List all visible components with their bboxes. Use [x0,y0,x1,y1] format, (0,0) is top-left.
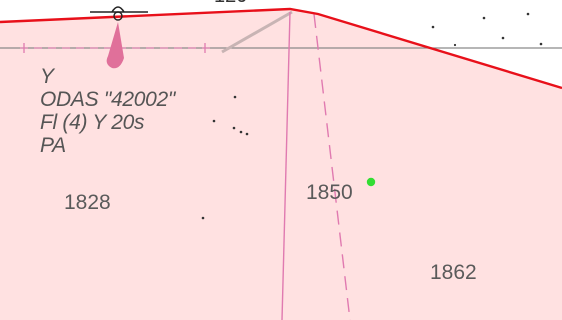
position-marker[interactable] [366,177,376,187]
route-line-dashed [313,13,351,320]
area-boundary-line [0,7,562,90]
gray-diagonal-line [221,10,293,54]
buoy-color-label: Y [40,65,54,88]
sounding-1828: 1828 [64,191,111,214]
route-line-solid [281,11,291,320]
sounding-1850: 1850 [306,181,353,204]
buoy-light-label: Fl (4) Y 20s [40,111,145,134]
sounding-1862: 1862 [430,261,477,284]
clipped-top-label: 120 [214,0,247,6]
clipped-symbol-circle [113,11,123,21]
restricted-area [0,9,562,320]
buoy-symbol [106,22,124,69]
buoy-note-label: PA [40,134,66,157]
bottom-marks [201,12,543,220]
buoy-name-label: ODAS "42002" [40,88,176,111]
